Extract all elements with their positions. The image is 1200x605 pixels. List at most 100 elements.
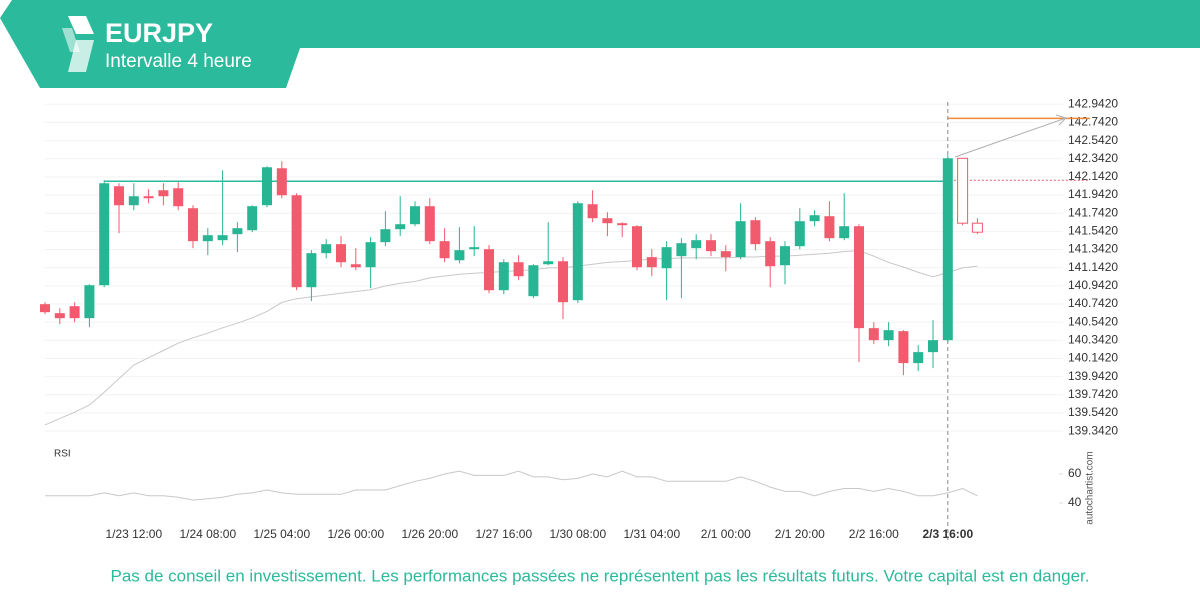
x-tick-label: 1/24 08:00 (179, 527, 236, 541)
y-tick-label: 142.1420 (1068, 169, 1118, 183)
y-tick-label: 140.5420 (1068, 314, 1118, 328)
logo-shape (68, 16, 94, 34)
y-tick-label: 140.9420 (1068, 278, 1118, 292)
candle-body (824, 216, 835, 239)
candle-body (602, 218, 613, 224)
candle-body (942, 158, 953, 341)
x-tick-label: 2/3 16:00 (922, 527, 973, 541)
candle-body (350, 264, 361, 268)
candle-body (765, 241, 776, 267)
y-tick-label: 142.7420 (1068, 115, 1118, 129)
rsi-tick-label: 40 (1068, 495, 1082, 509)
candle-body (780, 246, 790, 266)
candle-body (454, 250, 465, 261)
candle-body (868, 328, 879, 341)
candle-body (543, 261, 554, 265)
candle-body (928, 340, 938, 353)
candle-body (809, 215, 820, 222)
candle-body (839, 226, 850, 239)
overlay-line (44, 250, 978, 426)
candle-body (40, 304, 50, 313)
logo-shape (62, 28, 80, 52)
chart-title: EURJPY (105, 18, 213, 48)
x-tick-label: 2/1 00:00 (701, 527, 751, 541)
candle-body (247, 206, 258, 231)
candle-body (69, 306, 80, 319)
candle-body (632, 226, 642, 268)
candle-body (617, 223, 628, 226)
y-tick-label: 142.3420 (1068, 151, 1118, 165)
candle-body (395, 224, 406, 230)
rsi-label: RSI (54, 449, 71, 460)
candle-body (424, 206, 435, 242)
candle-body (484, 249, 494, 291)
candle-body (306, 253, 317, 288)
candle-body (676, 243, 687, 257)
y-tick-label: 140.7420 (1068, 296, 1118, 310)
candle-body (720, 251, 731, 258)
y-tick-label: 140.3420 (1068, 332, 1118, 346)
arrow-head (1055, 114, 1067, 126)
candle-body (217, 235, 228, 241)
candle-body (957, 157, 969, 224)
candle-body (794, 221, 805, 247)
y-tick-label: 142.9420 (1068, 96, 1118, 110)
candle-body (469, 247, 480, 250)
candle-body (321, 244, 332, 254)
logo (62, 16, 94, 72)
candle-body (898, 331, 909, 364)
candle-body (114, 186, 124, 206)
y-tick-label: 139.3420 (1068, 423, 1118, 437)
candle-body (84, 285, 95, 319)
candle-body (54, 313, 65, 319)
y-tick-label: 141.9420 (1068, 187, 1118, 201)
y-tick-label: 141.3420 (1068, 242, 1118, 256)
candle-body (558, 261, 568, 303)
candle-body (173, 188, 184, 207)
y-tick-label: 141.5420 (1068, 224, 1118, 238)
candle-body (735, 221, 746, 258)
y-tick-label: 139.5420 (1068, 405, 1118, 419)
candle-body (883, 330, 894, 341)
x-tick-label: 1/26 20:00 (401, 527, 458, 541)
candle-body (380, 229, 391, 243)
projection-arrow (954, 114, 1067, 158)
candle-body (587, 204, 598, 219)
candle-body (188, 208, 198, 242)
x-tick-label: 1/26 00:00 (327, 527, 384, 541)
candle-body (232, 228, 243, 235)
candle-body (646, 257, 657, 268)
candle-body (262, 167, 272, 206)
x-tick-label: 2/2 16:00 (849, 527, 899, 541)
y-tick-label: 142.5420 (1068, 133, 1118, 147)
candle-body (365, 242, 376, 268)
candle-body (99, 183, 110, 286)
candle-body (276, 168, 287, 196)
candle-body (661, 247, 672, 269)
candle-body (498, 262, 509, 291)
candle-body (691, 240, 702, 249)
candle-body (854, 226, 864, 329)
x-tick-label: 1/30 08:00 (549, 527, 606, 541)
candle-body (971, 222, 983, 233)
y-tick-label: 140.1420 (1068, 351, 1118, 365)
candle-body (439, 241, 450, 259)
rsi-tick-label: 60 (1068, 466, 1082, 480)
y-tick-label: 139.7420 (1068, 387, 1118, 401)
candle-body (572, 203, 583, 301)
candle-body (128, 196, 139, 206)
watermark: autochartist.com (1085, 451, 1096, 524)
candle-body (513, 262, 524, 277)
chart-subtitle: Intervalle 4 heure (105, 51, 252, 72)
y-tick-label: 139.9420 (1068, 369, 1118, 383)
candle-body (143, 196, 154, 199)
candle-body (336, 244, 346, 263)
x-tick-label: 1/27 16:00 (475, 527, 532, 541)
candle-body (528, 265, 539, 297)
x-tick-label: 1/25 04:00 (253, 527, 310, 541)
y-tick-label: 141.1420 (1068, 260, 1118, 274)
x-tick-label: 1/23 12:00 (105, 527, 162, 541)
header-banner (0, 0, 1200, 88)
